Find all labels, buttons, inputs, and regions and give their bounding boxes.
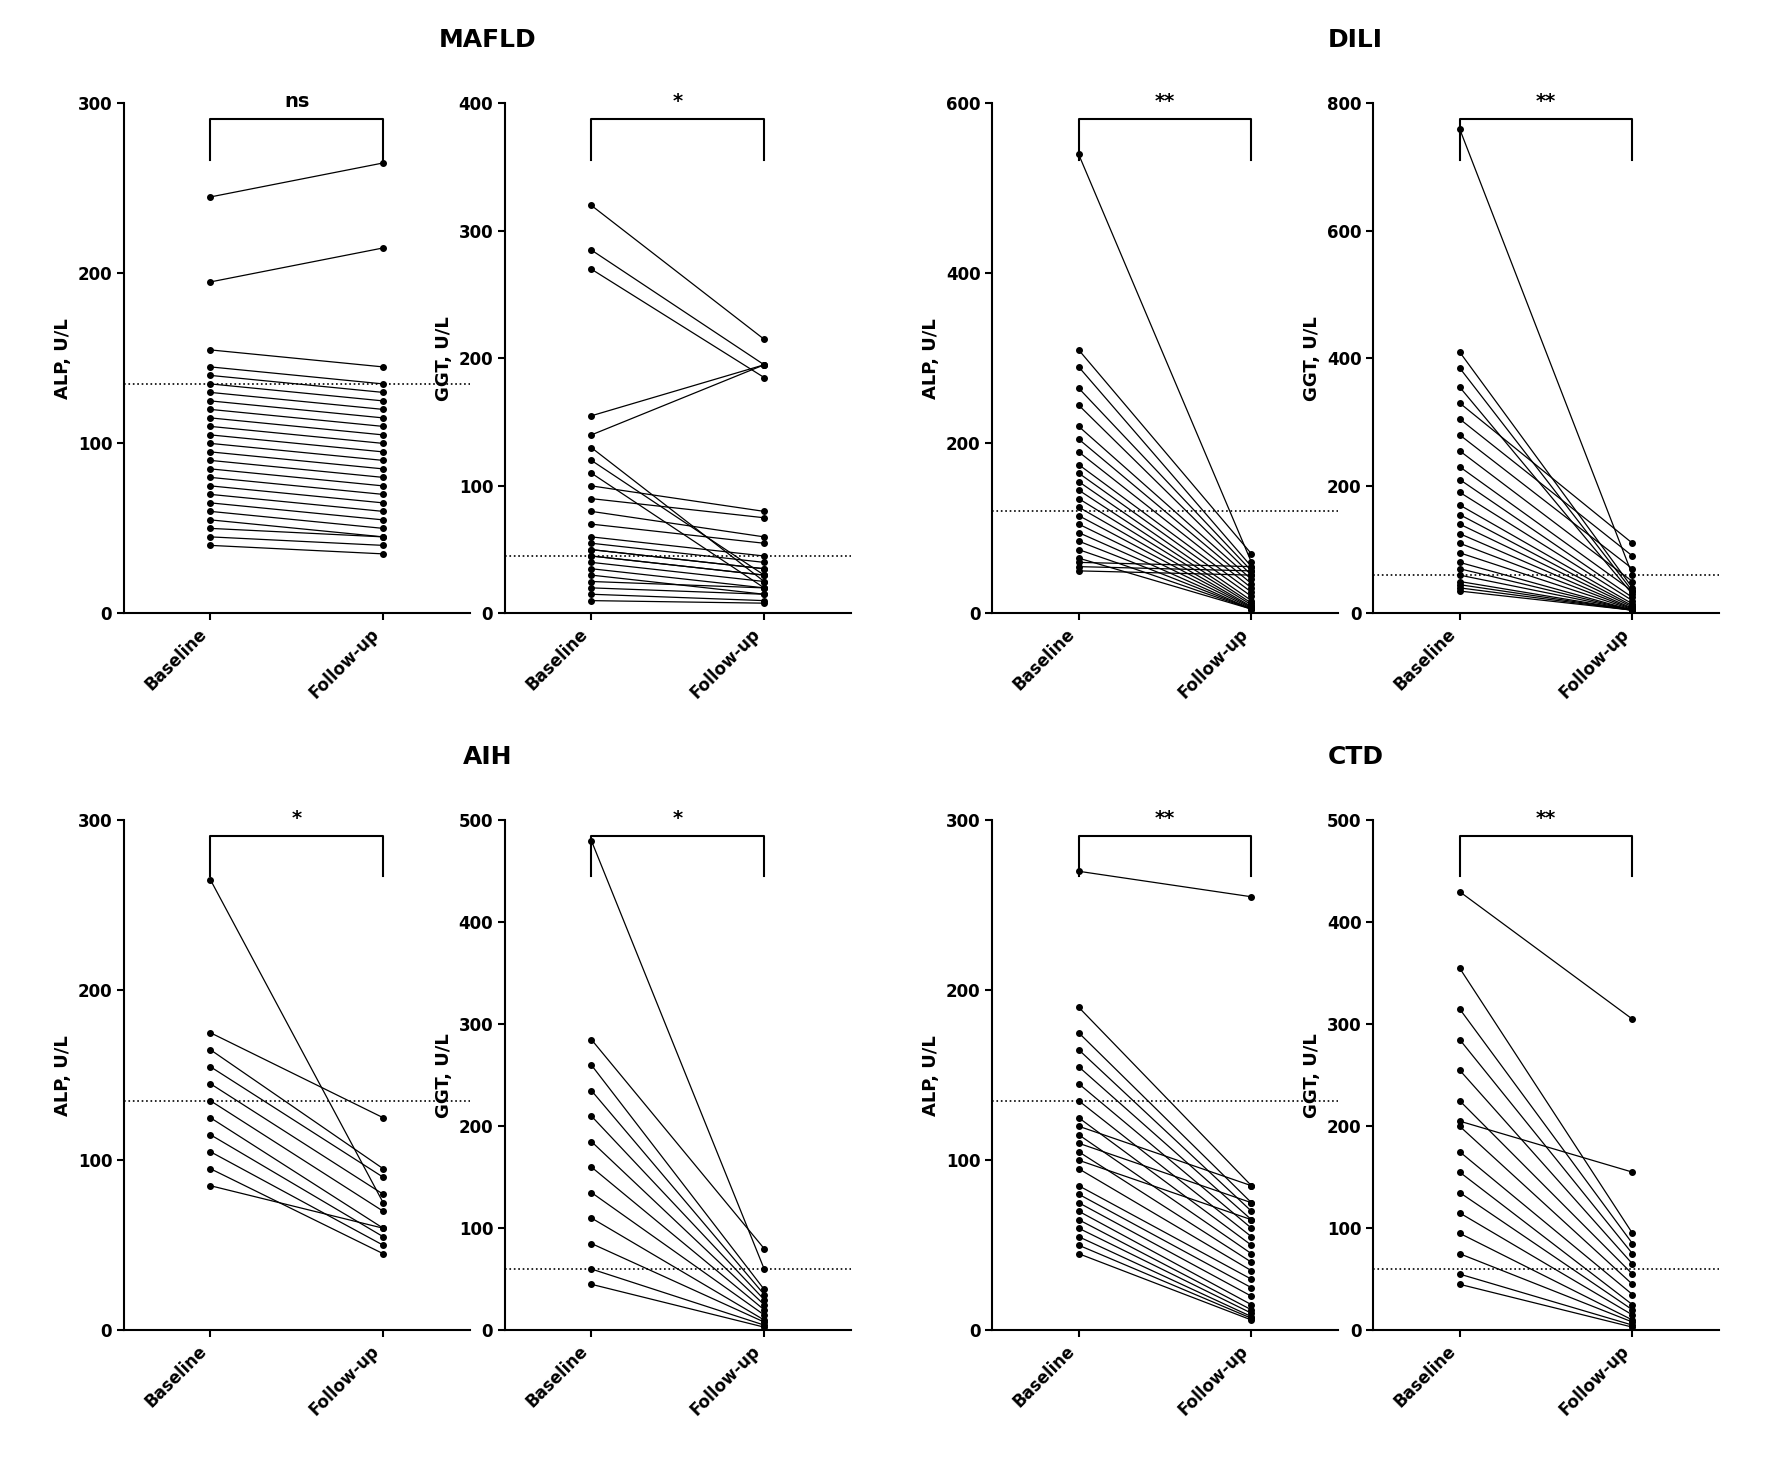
Y-axis label: GGT, U/L: GGT, U/L [1304,1033,1322,1117]
Text: DILI: DILI [1327,28,1384,52]
Y-axis label: GGT, U/L: GGT, U/L [436,1033,454,1117]
Text: **: ** [1536,92,1556,111]
Text: CTD: CTD [1327,745,1384,769]
Text: MAFLD: MAFLD [438,28,537,52]
Text: *: * [292,808,301,828]
Text: *: * [673,92,682,111]
Y-axis label: ALP, U/L: ALP, U/L [923,318,941,399]
Y-axis label: ALP, U/L: ALP, U/L [923,1035,941,1116]
Text: ns: ns [284,92,310,111]
Y-axis label: GGT, U/L: GGT, U/L [436,316,454,401]
Y-axis label: ALP, U/L: ALP, U/L [55,318,73,399]
Y-axis label: GGT, U/L: GGT, U/L [1304,316,1322,401]
Text: AIH: AIH [462,745,512,769]
Text: **: ** [1536,808,1556,828]
Text: **: ** [1155,808,1175,828]
Text: *: * [673,808,682,828]
Y-axis label: ALP, U/L: ALP, U/L [55,1035,73,1116]
Text: **: ** [1155,92,1175,111]
